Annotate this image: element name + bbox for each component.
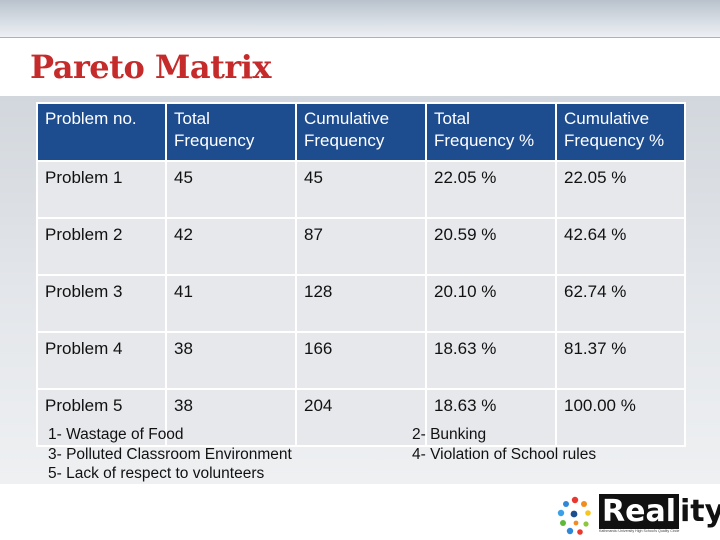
- header-total-frequency-percent: Total Frequency %: [425, 102, 557, 162]
- table-row: Problem 4 38 166 18.63 % 81.37 %: [36, 331, 686, 390]
- cell-total-frequency-percent: 20.10 %: [425, 274, 557, 333]
- cell-cumulative-frequency: 45: [295, 160, 427, 219]
- cell-total-frequency-percent: 18.63 %: [425, 388, 557, 447]
- cell-problem: Problem 1: [36, 160, 167, 219]
- header-total-frequency: Total Frequency: [165, 102, 297, 162]
- cell-cumulative-frequency-percent: 42.64 %: [555, 217, 686, 276]
- problem-legend-right: 2- Bunking 4- Violation of School rules: [412, 425, 596, 464]
- cell-total-frequency-percent: 18.63 %: [425, 331, 557, 390]
- table-row: Problem 2 42 87 20.59 % 42.64 %: [36, 217, 686, 276]
- cell-cumulative-frequency-percent: 22.05 %: [555, 160, 686, 219]
- legend-item: 2- Bunking: [412, 426, 487, 443]
- cell-cumulative-frequency: 166: [295, 331, 427, 390]
- cell-cumulative-frequency-percent: 81.37 %: [555, 331, 686, 390]
- cell-total-frequency: 41: [165, 274, 297, 333]
- cell-cumulative-frequency-percent: 100.00 %: [555, 388, 686, 447]
- logo-wordmark: Real ity: [599, 494, 720, 529]
- header-row: Problem no. Total Frequency Cumulative Fre…: [36, 102, 686, 162]
- cell-cumulative-frequency: 87: [295, 217, 427, 276]
- reality-logo: Real ity Kathmandu University High School…: [555, 494, 720, 538]
- problem-legend-left: 1- Wastage of Food 3- Polluted Classroom…: [48, 425, 292, 484]
- pareto-table: Problem no. Total Frequency Cumulative Fre…: [36, 102, 686, 447]
- cell-total-frequency: 45: [165, 160, 297, 219]
- header-cumulative-frequency: Cumulative Frequency: [295, 102, 427, 162]
- dots-mark-icon: [557, 496, 591, 535]
- cell-problem: Problem 2: [36, 217, 167, 276]
- header-problem-no: Problem no.: [36, 102, 167, 162]
- table-row: Problem 5 38 204 18.63 % 100.00 %: [36, 388, 686, 447]
- cell-total-frequency-percent: 22.05 %: [425, 160, 557, 219]
- legend-item: 3- Polluted Classroom Environment: [48, 445, 292, 463]
- top-banner: [0, 0, 720, 38]
- cell-problem: Problem 5: [36, 388, 167, 447]
- legend-item: 5- Lack of respect to volunteers: [48, 465, 265, 482]
- cell-total-frequency: 38: [165, 331, 297, 390]
- logo-tagline: Kathmandu University High School's Quali…: [599, 529, 680, 533]
- header-cumulative-frequency-percent: Cumulative Frequency %: [555, 102, 686, 162]
- cell-total-frequency-percent: 20.59 %: [425, 217, 557, 276]
- cell-total-frequency: 42: [165, 217, 297, 276]
- cell-problem: Problem 3: [36, 274, 167, 333]
- legend-item: 1- Wastage of Food: [48, 426, 184, 443]
- cell-cumulative-frequency: 128: [295, 274, 427, 333]
- page-title: Pareto Matrix: [30, 48, 271, 86]
- cell-total-frequency: 38: [165, 388, 297, 447]
- table-row: Problem 1 45 45 22.05 % 22.05 %: [36, 160, 686, 219]
- cell-cumulative-frequency: 204: [295, 388, 427, 447]
- cell-cumulative-frequency-percent: 62.74 %: [555, 274, 686, 333]
- table-row: Problem 3 41 128 20.10 % 62.74 %: [36, 274, 686, 333]
- cell-problem: Problem 4: [36, 331, 167, 390]
- legend-item: 4- Violation of School rules: [412, 445, 597, 463]
